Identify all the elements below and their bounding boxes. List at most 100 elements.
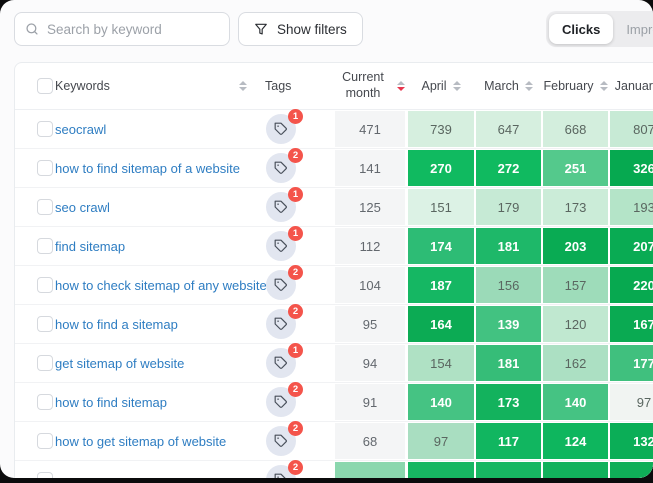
- tag-count-badge: 1: [288, 109, 303, 124]
- row-checkbox[interactable]: [37, 277, 53, 293]
- tag-icon: [274, 434, 288, 448]
- row-checkbox[interactable]: [37, 394, 53, 410]
- heat-cell: 326: [610, 150, 653, 186]
- search-icon: [25, 22, 39, 36]
- keyword-link[interactable]: seocrawl: [55, 121, 107, 137]
- heat-cell: 179: [476, 189, 541, 225]
- heat-cell: 220: [610, 267, 653, 303]
- current-month-header-label: Current month: [342, 70, 384, 100]
- row-checkbox[interactable]: [37, 199, 53, 215]
- tag-icon: [274, 395, 288, 409]
- tag-count-badge: 2: [288, 148, 303, 163]
- search-input[interactable]: [47, 21, 224, 37]
- tag-count-badge: 2: [288, 382, 303, 397]
- heat-cell: 140: [543, 384, 608, 420]
- keyword-link[interactable]: seo crawl: [55, 199, 110, 215]
- tag-count-badge: 1: [288, 187, 303, 202]
- row-checkbox[interactable]: [37, 316, 53, 332]
- row-checkbox[interactable]: [37, 472, 53, 478]
- heat-cell: 124: [543, 423, 608, 459]
- table-header-row: Keywords Tags Current month April March …: [15, 63, 653, 110]
- column-header-keywords[interactable]: Keywords: [55, 63, 255, 109]
- row-checkbox[interactable]: [37, 433, 53, 449]
- show-filters-button[interactable]: Show filters: [238, 12, 363, 46]
- heat-cell: 181: [476, 345, 541, 381]
- column-header-current-month[interactable]: Current month: [333, 63, 407, 109]
- heat-cell: 177: [610, 345, 653, 381]
- sort-current-month-icon[interactable]: [397, 81, 405, 91]
- table-row: seo crawl 1 125 151 179 173 193: [15, 187, 653, 227]
- tag-chip[interactable]: 2: [266, 304, 303, 339]
- keyword-link[interactable]: how to check sitemap of any website: [55, 277, 267, 293]
- heat-cell: 120: [543, 306, 608, 342]
- tag-chip[interactable]: 2: [266, 148, 303, 183]
- tag-icon: [274, 122, 288, 136]
- tag-icon: [274, 239, 288, 253]
- tag-chip[interactable]: 1: [266, 109, 303, 144]
- sort-march-icon[interactable]: [524, 81, 533, 91]
- heat-cell: 167: [610, 306, 653, 342]
- keyword-link[interactable]: how to find sitemap: [55, 394, 168, 410]
- tag-count-badge: 2: [288, 421, 303, 436]
- heat-cell: 140: [408, 384, 474, 420]
- keyword-link[interactable]: how to get sitemap of website: [55, 433, 227, 449]
- heat-cell: 117: [476, 423, 541, 459]
- heat-cell: 97: [408, 423, 474, 459]
- heat-cell: 272: [476, 150, 541, 186]
- heat-cell: 154: [408, 345, 474, 381]
- tag-chip[interactable]: 2: [266, 265, 303, 300]
- select-all-checkbox[interactable]: [37, 78, 53, 94]
- heat-cell: 181: [476, 228, 541, 264]
- keyword-link[interactable]: how to find sitemap of a website: [55, 160, 240, 176]
- table-row: find sitemap 1 112 174 181 203 207: [15, 226, 653, 266]
- heat-cell: 162: [543, 345, 608, 381]
- current-month-cell: 141: [335, 150, 405, 186]
- row-checkbox[interactable]: [37, 121, 53, 137]
- heat-cell: [543, 462, 608, 478]
- tag-chip[interactable]: 1: [266, 187, 303, 222]
- heat-cell: 139: [476, 306, 541, 342]
- tag-chip[interactable]: 2: [266, 421, 303, 456]
- keyword-link[interactable]: get sitemap of website: [55, 355, 185, 371]
- sort-keywords-icon[interactable]: [239, 81, 247, 91]
- toggle-clicks-button[interactable]: Clicks: [549, 14, 614, 44]
- current-month-cell: 91: [335, 384, 405, 420]
- current-month-cell: 104: [335, 267, 405, 303]
- heat-cell: [610, 462, 653, 478]
- column-header-april[interactable]: April: [407, 63, 475, 109]
- row-checkbox[interactable]: [37, 160, 53, 176]
- sort-february-icon[interactable]: [599, 81, 608, 91]
- heat-cell: 173: [476, 384, 541, 420]
- row-checkbox[interactable]: [37, 355, 53, 371]
- heat-cell: 132: [610, 423, 653, 459]
- heat-cell: 207: [610, 228, 653, 264]
- tag-icon: [274, 278, 288, 292]
- tag-chip[interactable]: 1: [266, 226, 303, 261]
- table-row: seocrawl 1 471 739 647 668 807: [15, 109, 653, 149]
- toggle-impressions-button[interactable]: Impressions: [613, 14, 653, 44]
- keywords-header-label: Keywords: [55, 79, 110, 93]
- tag-icon: [274, 473, 288, 478]
- row-checkbox[interactable]: [37, 238, 53, 254]
- heat-cell: 647: [476, 111, 541, 147]
- tag-chip[interactable]: 2: [266, 382, 303, 417]
- tag-count-badge: 2: [288, 460, 303, 475]
- sort-april-icon[interactable]: [452, 81, 461, 91]
- february-header-label: February: [543, 79, 594, 93]
- tag-chip[interactable]: 1: [266, 343, 303, 378]
- tag-icon: [274, 317, 288, 331]
- column-header-january[interactable]: January: [609, 63, 653, 109]
- keyword-link[interactable]: how to find a sitemap: [55, 316, 178, 332]
- column-header-march[interactable]: March: [475, 63, 542, 109]
- heat-cell: 157: [543, 267, 608, 303]
- heat-cell: [476, 462, 541, 478]
- toolbar: Show filters Clicks Impressions: [0, 0, 653, 50]
- tag-icon: [274, 161, 288, 175]
- column-header-february[interactable]: February: [542, 63, 609, 109]
- current-month-cell: 471: [335, 111, 405, 147]
- tag-icon: [274, 200, 288, 214]
- current-month-cell: 68: [335, 423, 405, 459]
- current-month-cell: 94: [335, 345, 405, 381]
- tag-chip[interactable]: 2: [266, 460, 303, 478]
- keyword-link[interactable]: find sitemap: [55, 238, 126, 254]
